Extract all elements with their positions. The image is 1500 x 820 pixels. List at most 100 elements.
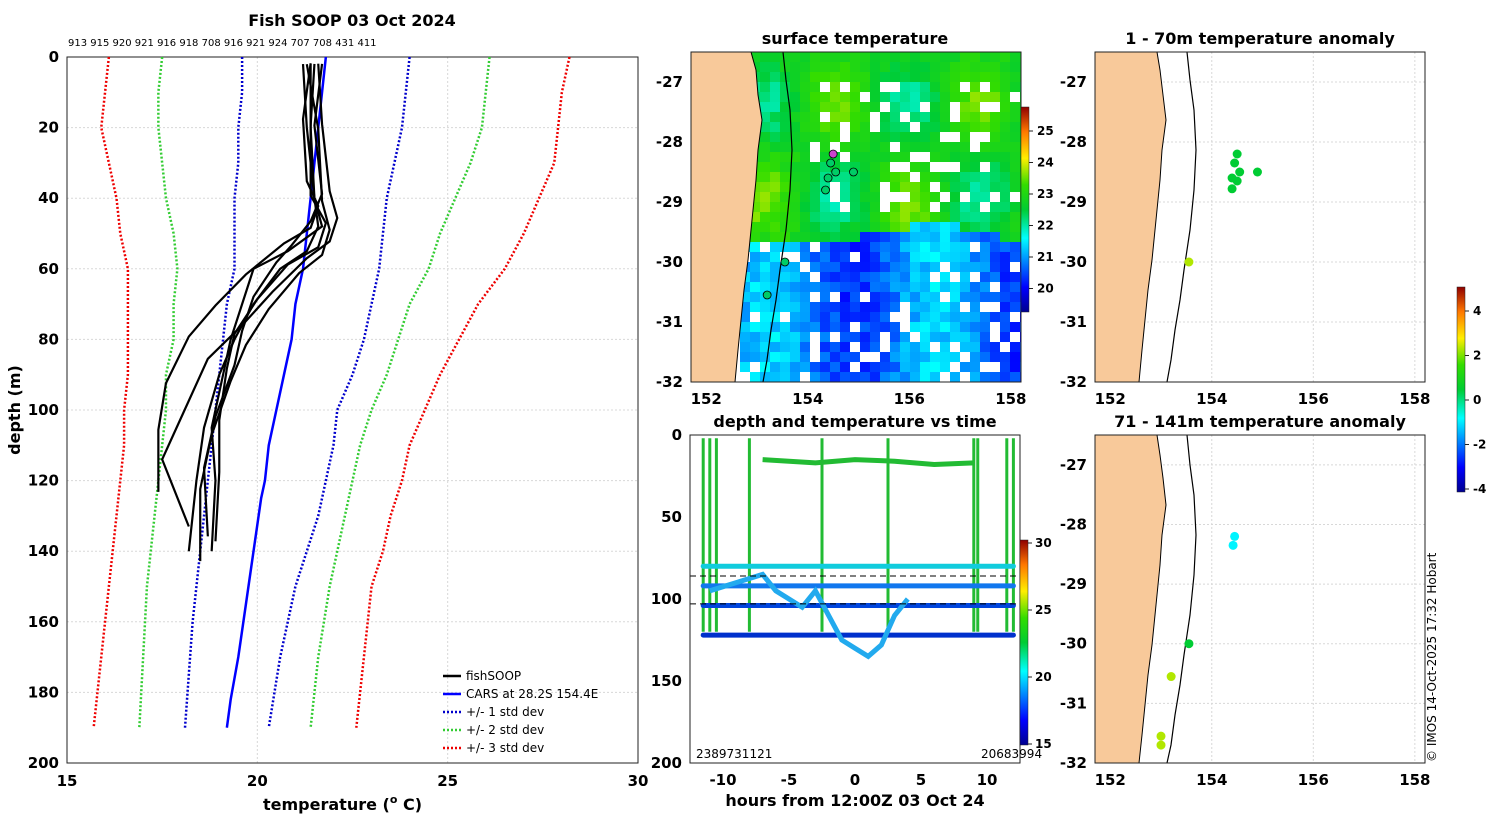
sst-cell: [890, 352, 900, 362]
sst-fish-position-marker: [828, 149, 838, 159]
profile-x-ticks: 15 20 25 30: [57, 772, 649, 790]
sst-cell: [1010, 372, 1020, 382]
sst-cell: [950, 62, 960, 72]
sst-cell: [970, 102, 980, 112]
sst-cell: [980, 112, 990, 122]
sst-cell: [940, 102, 950, 112]
std-dev-line: [92, 56, 130, 728]
sst-cell: [830, 122, 840, 132]
sst-cell: [870, 372, 880, 382]
sst-cell: [870, 272, 880, 282]
sst-cell: [900, 272, 910, 282]
sst-cell: [870, 152, 880, 162]
map-x-tick-label: 154: [1196, 390, 1227, 408]
sst-cell: [750, 322, 760, 332]
sst-cell: [850, 162, 860, 172]
sst-cell: [890, 252, 900, 262]
sst-cell: [830, 262, 840, 272]
sst-cell: [790, 332, 800, 342]
map-y-tick-label: -32: [656, 373, 683, 391]
sst-cell: [770, 322, 780, 332]
sst-cell: [850, 222, 860, 232]
sst-cell: [970, 72, 980, 82]
sst-cell: [970, 172, 980, 182]
anomaly-cbar-tick-label: 4: [1473, 304, 1481, 318]
anomaly-shallow-frame: [1094, 51, 1426, 383]
sst-cell: [810, 162, 820, 172]
sst-cell: [740, 342, 750, 352]
legend-sd3: +/- 3 std dev: [466, 741, 544, 755]
sst-cell: [840, 332, 850, 342]
sst-cell: [850, 72, 860, 82]
sst-cell: [880, 322, 890, 332]
sst-cell: [960, 252, 970, 262]
sst-cell: [840, 372, 850, 382]
sst-cell: [820, 362, 830, 372]
sst-cell: [870, 62, 880, 72]
legend-sd2: +/- 2 std dev: [466, 723, 544, 737]
sst-cell: [780, 112, 790, 122]
sst-cell: [840, 272, 850, 282]
sst-cell: [1000, 262, 1010, 272]
sst-cell: [840, 92, 850, 102]
sst-cell: [920, 292, 930, 302]
sst-cell: [850, 102, 860, 112]
sst-cell: [910, 92, 920, 102]
sst-cell: [860, 112, 870, 122]
map-x-tick-label: 154: [792, 390, 823, 408]
sst-cell: [900, 232, 910, 242]
anomaly-map-shallow-panel: 1 - 70m temperature anomaly 152 154 156 158…: [1060, 29, 1431, 408]
sst-cell: [820, 152, 830, 162]
sst-cell: [870, 232, 880, 242]
std-dev-line: [309, 56, 491, 728]
sst-cell: [1010, 62, 1020, 72]
sst-cell: [740, 282, 750, 292]
sst-cell: [820, 192, 830, 202]
sst-cell: [990, 92, 1000, 102]
sst-cell: [750, 202, 760, 212]
sst-cell: [930, 132, 940, 142]
sst-cell: [770, 352, 780, 362]
sst-cell: [800, 192, 810, 202]
sst-cell: [860, 62, 870, 72]
sst-cell: [870, 332, 880, 342]
sst-cell: [970, 162, 980, 172]
sst-cell: [950, 222, 960, 232]
sst-cell: [790, 372, 800, 382]
sst-cell: [760, 192, 770, 202]
sst-cell: [750, 282, 760, 292]
sst-cell: [780, 202, 790, 212]
map-y-tick-label: -28: [1060, 515, 1087, 533]
sst-cell: [1000, 142, 1010, 152]
sst-cell: [930, 142, 940, 152]
sst-cell: [800, 282, 810, 292]
sst-cell: [760, 172, 770, 182]
sst-x-ticks: 152 154 156 158: [691, 390, 1027, 408]
sst-cell: [910, 162, 920, 172]
sst-cell: [970, 192, 980, 202]
sst-cell: [790, 242, 800, 252]
sst-cell: [860, 182, 870, 192]
sst-cell: [960, 162, 970, 172]
time-id-right: 20683994: [981, 747, 1042, 761]
sst-cell: [790, 82, 800, 92]
sst-cell: [780, 282, 790, 292]
fishsoop-profile-line: [214, 63, 328, 542]
sst-cell: [980, 292, 990, 302]
sst-cell: [990, 222, 1000, 232]
sst-cell: [970, 342, 980, 352]
sst-cell: [800, 342, 810, 352]
sst-cell: [990, 272, 1000, 282]
sst-cell: [950, 82, 960, 92]
sst-cell: [1010, 112, 1020, 122]
sst-cell: [900, 62, 910, 72]
sst-cell: [750, 222, 760, 232]
sst-cell: [980, 312, 990, 322]
map-x-tick-label: 158: [995, 390, 1026, 408]
sst-cell: [960, 62, 970, 72]
sst-cell: [780, 342, 790, 352]
sst-cell: [760, 212, 770, 222]
sst-cell: [920, 312, 930, 322]
sst-cell: [860, 312, 870, 322]
sst-cell: [890, 52, 900, 62]
